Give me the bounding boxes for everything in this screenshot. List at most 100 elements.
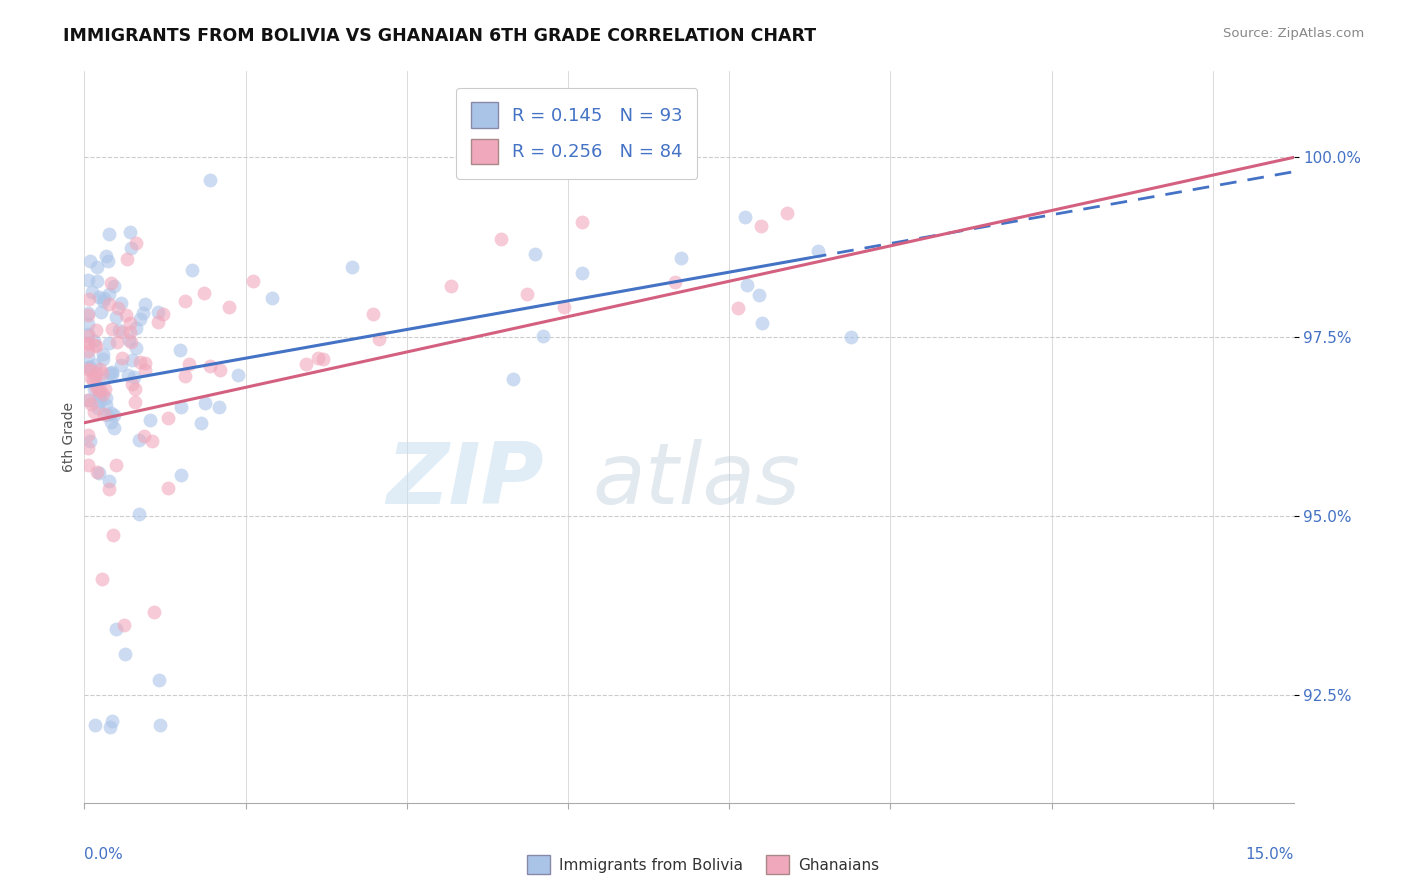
Point <box>97 297 120 311</box>
Point <box>669 251 692 265</box>
Point <box>194 396 217 410</box>
Point <box>440 279 463 293</box>
Point <box>181 263 204 277</box>
Point <box>179 357 201 371</box>
Point <box>776 205 799 219</box>
Point <box>128 355 150 369</box>
Point <box>120 325 142 339</box>
Point <box>107 301 129 315</box>
Point <box>125 235 148 250</box>
Point <box>807 244 830 258</box>
Point <box>77 343 100 358</box>
Point <box>79 434 101 449</box>
Point <box>103 420 125 434</box>
Point <box>98 366 121 380</box>
Point <box>87 467 110 481</box>
Point <box>91 347 114 361</box>
Point <box>82 285 104 299</box>
Point <box>77 458 100 472</box>
Point <box>100 367 122 381</box>
Point <box>571 266 593 280</box>
Point <box>105 622 128 636</box>
Point <box>122 369 145 384</box>
Point <box>198 359 221 374</box>
Point <box>363 307 385 321</box>
Point <box>77 292 100 306</box>
Point <box>111 325 134 339</box>
Point <box>149 718 172 732</box>
Point <box>101 528 124 542</box>
Point <box>77 273 100 287</box>
Point <box>77 329 100 343</box>
Point <box>146 315 169 329</box>
Point <box>84 381 107 395</box>
Point <box>190 416 212 430</box>
Point <box>87 384 110 398</box>
Point <box>94 391 117 405</box>
Point <box>89 387 111 401</box>
Point <box>79 363 101 377</box>
Point <box>100 406 122 420</box>
Point <box>89 386 111 401</box>
Point <box>734 211 756 225</box>
Point <box>502 372 524 386</box>
Point <box>104 310 127 324</box>
Point <box>157 410 180 425</box>
Point <box>89 362 111 376</box>
Point <box>84 358 107 372</box>
Point <box>77 393 100 408</box>
Point <box>77 337 100 351</box>
Point <box>84 339 107 353</box>
Point <box>79 253 101 268</box>
Point <box>79 397 101 411</box>
Point <box>129 312 152 326</box>
Point <box>89 290 111 304</box>
Point <box>77 442 100 456</box>
Text: 15.0%: 15.0% <box>1246 847 1294 862</box>
Point <box>91 387 114 401</box>
Point <box>531 329 554 343</box>
Point <box>117 252 139 267</box>
Point <box>114 308 136 322</box>
Point <box>89 383 111 397</box>
Point <box>94 382 117 396</box>
Point <box>77 393 100 408</box>
Point <box>96 249 118 263</box>
Point <box>77 326 100 341</box>
Point <box>97 475 120 489</box>
Point <box>84 718 107 732</box>
Point <box>342 260 364 275</box>
Point <box>84 369 107 384</box>
Point <box>307 351 329 365</box>
Point <box>120 225 142 239</box>
Point <box>132 306 155 320</box>
Point <box>737 278 759 293</box>
Point <box>97 254 120 268</box>
Point <box>311 351 333 366</box>
Point <box>91 366 114 380</box>
Point <box>77 308 100 322</box>
Point <box>749 219 772 234</box>
Point <box>111 351 134 366</box>
Point <box>105 334 128 349</box>
Point <box>93 407 115 421</box>
Point <box>77 306 100 320</box>
Point <box>571 215 593 229</box>
Point <box>79 359 101 374</box>
Point <box>134 297 156 311</box>
Point <box>101 714 124 729</box>
Point <box>124 320 146 334</box>
Legend: Immigrants from Bolivia, Ghanaians: Immigrants from Bolivia, Ghanaians <box>520 849 886 880</box>
Y-axis label: 6th Grade: 6th Grade <box>62 402 76 472</box>
Point <box>103 279 125 293</box>
Point <box>368 331 391 345</box>
Point <box>83 334 105 349</box>
Point <box>90 372 112 386</box>
Point <box>148 673 170 687</box>
Point <box>125 341 148 355</box>
Point <box>100 276 122 290</box>
Point <box>94 398 117 412</box>
Point <box>83 383 105 397</box>
Point <box>91 293 114 308</box>
Point <box>124 395 146 409</box>
